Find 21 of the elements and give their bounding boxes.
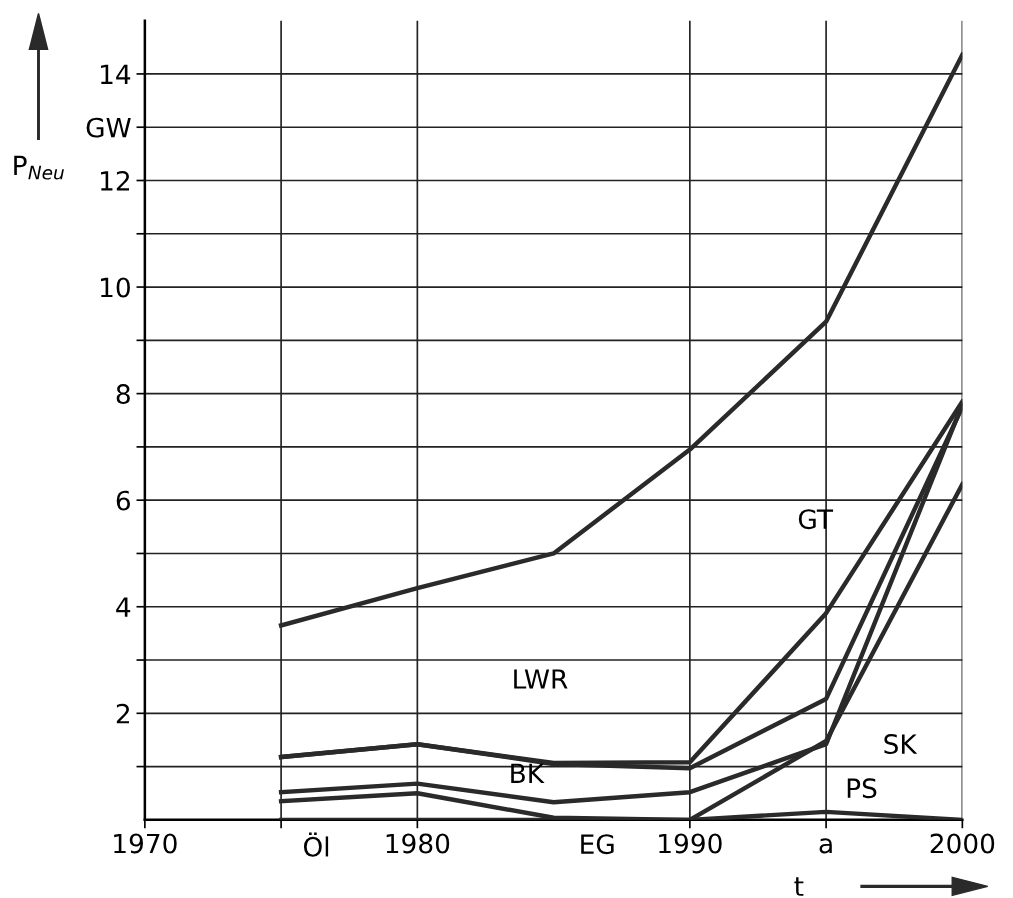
- x-axis-title: t: [794, 877, 804, 896]
- y-tick-label: 4: [116, 597, 131, 617]
- x-tick-label: a: [819, 838, 832, 854]
- y-tick-label: GW: [86, 117, 131, 138]
- y-axis-title: P$_{Neu}$: [14, 155, 64, 180]
- y-tick-label: 6: [116, 490, 130, 511]
- annotation: SK: [884, 734, 918, 754]
- x-tick-label: 1970: [114, 833, 177, 854]
- text: EG: [581, 834, 614, 855]
- text: Öl: [303, 832, 329, 857]
- y-tick-label: 14: [100, 64, 131, 84]
- y-tick-label: 2: [116, 703, 130, 724]
- annotation: PS: [847, 778, 877, 799]
- y-tick-label: 8: [116, 384, 130, 405]
- x-tick-label: 1980: [386, 833, 450, 854]
- annotation: BK: [511, 763, 545, 783]
- x-tick-label: 1990: [659, 833, 722, 854]
- y-tick-label: 10: [100, 277, 130, 298]
- y-tick-label: 12: [100, 170, 130, 191]
- annotation: LWR: [514, 669, 568, 689]
- x-tick-label: 2000: [930, 833, 995, 854]
